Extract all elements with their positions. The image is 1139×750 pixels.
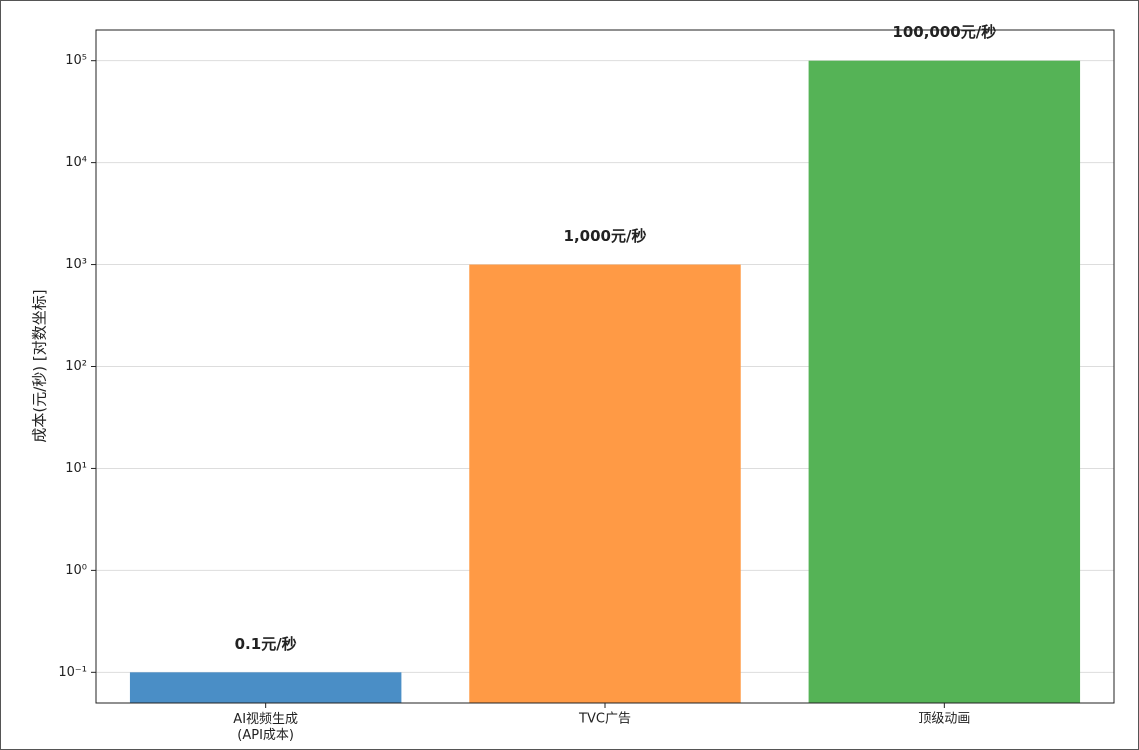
bar xyxy=(129,672,402,703)
value-label: 1,000元/秒 xyxy=(564,227,647,245)
y-tick-label: 10⁵ xyxy=(65,53,87,68)
y-tick-label: 10² xyxy=(65,359,87,374)
y-tick-label: 10⁰ xyxy=(65,563,87,578)
plot-border xyxy=(95,29,1115,704)
x-tick-label: TVC广告 xyxy=(578,712,631,727)
y-axis-label: 成本(元/秒) [对数坐标] xyxy=(31,289,49,442)
y-tick-label: 10³ xyxy=(65,257,87,272)
bar xyxy=(469,264,741,703)
y-tick-label: 10⁴ xyxy=(65,155,87,170)
y-tick-label: 10¹ xyxy=(65,461,87,476)
x-tick-label: AI视频生成(API成本) xyxy=(233,712,298,743)
y-tick-label: 10⁻¹ xyxy=(58,665,87,680)
bar xyxy=(808,60,1081,704)
value-label: 100,000元/秒 xyxy=(892,23,996,41)
x-tick-label: 顶级动画 xyxy=(918,712,970,727)
value-label: 0.1元/秒 xyxy=(235,635,297,653)
